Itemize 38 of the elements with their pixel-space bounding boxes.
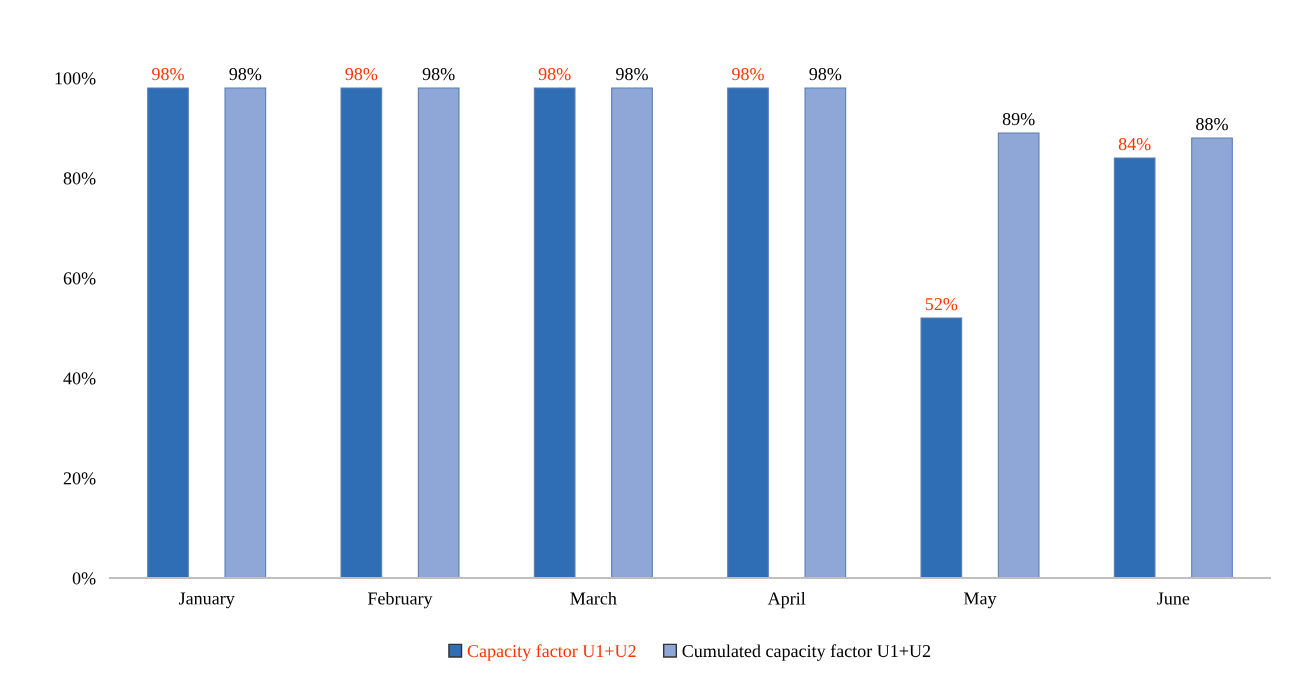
data-label: 98% — [422, 67, 455, 81]
data-label: 52% — [925, 297, 958, 311]
bar — [727, 87, 769, 578]
data-label: 88% — [1196, 117, 1228, 131]
bar — [804, 87, 847, 578]
y-tick-label: 100% — [55, 72, 96, 85]
data-label: 98% — [152, 67, 184, 81]
data-label: 98% — [616, 67, 648, 81]
bar — [920, 317, 963, 578]
y-tick-label: 60% — [63, 272, 96, 285]
data-label: 98% — [345, 67, 378, 81]
data-label: 98% — [732, 67, 764, 81]
bar — [224, 87, 267, 578]
y-tick-label: 40% — [63, 372, 96, 385]
y-tick-label: 0% — [72, 572, 96, 585]
y-tick-label: 20% — [63, 472, 96, 485]
bar — [1113, 157, 1156, 578]
bar — [417, 87, 460, 578]
x-tick-label: June — [1157, 592, 1190, 605]
bar — [340, 87, 383, 578]
x-tick-label: March — [570, 591, 617, 605]
data-label: 98% — [538, 67, 571, 81]
bar — [147, 87, 189, 578]
x-tick-label: April — [767, 591, 806, 609]
bar — [533, 87, 576, 578]
legend-label: Capacity factor U1+U2 — [467, 644, 636, 661]
data-label: 89% — [1002, 112, 1035, 126]
x-tick-label: February — [367, 591, 433, 609]
data-label: 98% — [809, 67, 842, 81]
x-tick-label: January — [178, 592, 235, 609]
data-label: 98% — [229, 67, 262, 81]
bar — [611, 87, 653, 578]
bar — [1191, 137, 1233, 578]
x-tick-label: May — [963, 592, 997, 609]
data-label: 84% — [1118, 137, 1151, 151]
legend-label: Cumulated capacity factor U1+U2 — [682, 644, 931, 661]
bar — [997, 132, 1040, 578]
y-tick-label: 80% — [63, 172, 96, 185]
